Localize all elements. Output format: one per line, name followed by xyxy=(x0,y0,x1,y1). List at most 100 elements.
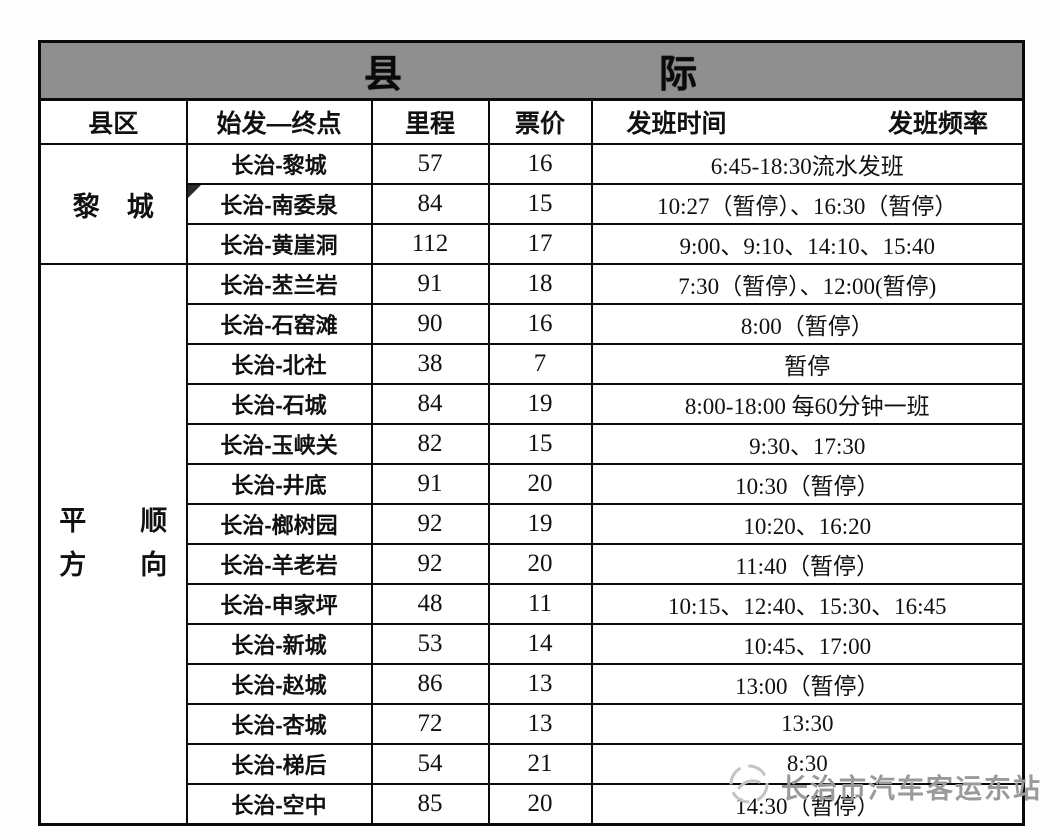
table-row: 长治-申家坪 48 11 10:15、12:40、15:30、16:45 xyxy=(40,583,1025,625)
mileage-cell: 92 xyxy=(370,503,490,545)
time-cell: 7:30（暂停）、12:00(暂停) xyxy=(590,263,1025,305)
header-mileage: 里程 xyxy=(370,98,490,145)
time-cell: 8:00（暂停） xyxy=(590,303,1025,345)
time-cell: 8:00-18:00 每60分钟一班 xyxy=(590,383,1025,425)
time-cell: 13:30 xyxy=(590,703,1025,745)
time-cell: 10:30（暂停） xyxy=(590,463,1025,505)
route-cell: 长治-赵城 xyxy=(185,663,373,705)
price-cell: 7 xyxy=(487,343,593,385)
route-cell: 长治-黄崖洞 xyxy=(185,223,373,265)
route-cell: 长治-北社 xyxy=(185,343,373,385)
title-char-left: 县 xyxy=(364,54,405,96)
table-row: 长治-石窑滩 90 16 8:00（暂停） xyxy=(40,303,1025,345)
table-row: 长治-新城 53 14 10:45、17:00 xyxy=(40,623,1025,665)
price-cell: 20 xyxy=(487,463,593,505)
price-cell: 17 xyxy=(487,223,593,265)
header-depart-time: 发班时间 xyxy=(626,110,727,138)
mileage-cell: 85 xyxy=(370,783,490,826)
mileage-cell: 48 xyxy=(370,583,490,625)
mileage-cell: 72 xyxy=(370,703,490,745)
table-row: 长治-井底 91 20 10:30（暂停） xyxy=(40,463,1025,505)
station-logo-icon xyxy=(727,762,771,811)
price-cell: 19 xyxy=(487,383,593,425)
table-row: 黎 城 长治-黎城 57 16 6:45-18:30流水发班 xyxy=(38,143,1025,265)
table-row: 长治-羊老岩 92 20 11:40（暂停） xyxy=(40,543,1025,585)
table-title-row: 县 际 xyxy=(38,40,1025,101)
time-cell: 10:45、17:00 xyxy=(590,623,1025,665)
time-cell: 11:40（暂停） xyxy=(590,543,1025,585)
table-row: 长治-赵城 86 13 13:00（暂停） xyxy=(40,663,1025,705)
header-price: 票价 xyxy=(487,98,593,145)
header-county: 县区 xyxy=(38,98,188,145)
header-time-freq: 发班时间 发班频率 xyxy=(590,98,1025,145)
route-cell: 长治-申家坪 xyxy=(185,583,373,625)
route-cell: 长治-井底 xyxy=(185,463,373,505)
table-row: 长治-榔树园 92 19 10:20、16:20 xyxy=(40,503,1025,545)
price-cell: 14 xyxy=(487,623,593,665)
time-cell: 暂停 xyxy=(590,343,1025,385)
mileage-cell: 91 xyxy=(370,263,490,305)
route-cell: 长治-黎城 xyxy=(185,143,373,185)
price-cell: 15 xyxy=(487,183,593,225)
price-cell: 18 xyxy=(487,263,593,305)
mileage-cell: 86 xyxy=(370,663,490,705)
time-cell: 9:00、9:10、14:10、15:40 xyxy=(590,223,1025,265)
mileage-cell: 57 xyxy=(370,143,490,185)
price-cell: 21 xyxy=(487,743,593,785)
table-row: 长治-石城 84 19 8:00-18:00 每60分钟一班 xyxy=(40,383,1025,425)
route-cell: 长治-榔树园 xyxy=(185,503,373,545)
price-cell: 19 xyxy=(487,503,593,545)
header-route: 始发—终点 xyxy=(185,98,373,145)
mileage-cell: 90 xyxy=(370,303,490,345)
route-cell: 长治-南委泉 xyxy=(185,183,373,225)
price-cell: 13 xyxy=(487,703,593,745)
mileage-cell: 54 xyxy=(370,743,490,785)
time-cell: 10:15、12:40、15:30、16:45 xyxy=(590,583,1025,625)
group-pingshun-line2: 方 向 xyxy=(59,550,168,580)
table-title-cell: 县 际 xyxy=(38,40,1025,101)
mileage-cell: 84 xyxy=(370,183,490,225)
price-cell: 15 xyxy=(487,423,593,465)
route-cell: 长治-杏城 xyxy=(185,703,373,745)
route-cell: 长治-石城 xyxy=(185,383,373,425)
table-header-row: 县区 始发—终点 里程 票价 发班时间 发班频率 xyxy=(38,98,1025,145)
group-cell-pingshun: 平 顺 方 向 xyxy=(38,263,188,826)
price-cell: 11 xyxy=(487,583,593,625)
table-row: 长治-黄崖洞 112 17 9:00、9:10、14:10、15:40 xyxy=(40,223,1025,265)
time-cell: 8:30 xyxy=(590,743,1025,785)
time-cell: 10:27（暂停）、16:30（暂停） xyxy=(590,183,1025,225)
time-cell: 9:30、17:30 xyxy=(590,423,1025,465)
table-row: 长治-梯后 54 21 8:30 xyxy=(40,743,1025,785)
route-label: 长治-南委泉 xyxy=(220,193,338,218)
price-cell: 20 xyxy=(487,543,593,585)
mileage-cell: 92 xyxy=(370,543,490,585)
group-cell-licheng: 黎 城 xyxy=(38,143,188,265)
time-cell: 6:45-18:30流水发班 xyxy=(590,143,1025,185)
table-row: 长治-北社 38 7 暂停 xyxy=(40,343,1025,385)
mileage-cell: 53 xyxy=(370,623,490,665)
table-row: 长治-空中 85 20 14:30（暂停） xyxy=(40,783,1025,826)
table-title: 县 际 xyxy=(42,44,1022,97)
table-row: 长治-南委泉 84 15 10:27（暂停）、16:30（暂停） xyxy=(40,183,1025,225)
price-cell: 13 xyxy=(487,663,593,705)
time-cell: 13:00（暂停） xyxy=(590,663,1025,705)
route-cell: 长治-羊老岩 xyxy=(185,543,373,585)
price-cell: 20 xyxy=(487,783,593,826)
route-cell: 长治-苤兰岩 xyxy=(185,263,373,305)
route-cell: 长治-梯后 xyxy=(185,743,373,785)
station-watermark-text: 长治市汽车客运东站 xyxy=(781,774,1042,804)
mileage-cell: 91 xyxy=(370,463,490,505)
group-pingshun-line1: 平 顺 xyxy=(59,506,168,537)
route-cell: 长治-空中 xyxy=(185,783,373,826)
mileage-cell: 84 xyxy=(370,383,490,425)
price-cell: 16 xyxy=(487,143,593,185)
price-cell: 16 xyxy=(487,303,593,345)
time-cell: 10:20、16:20 xyxy=(590,503,1025,545)
route-cell: 长治-新城 xyxy=(185,623,373,665)
table-row: 平 顺 方 向 长治-苤兰岩 91 18 7:30（暂停）、12:00(暂停) xyxy=(38,263,1025,826)
table-row: 长治-杏城 72 13 13:30 xyxy=(40,703,1025,745)
route-cell: 长治-玉峡关 xyxy=(185,423,373,465)
table-row: 长治-玉峡关 82 15 9:30、17:30 xyxy=(40,423,1025,465)
mileage-cell: 82 xyxy=(370,423,490,465)
mileage-cell: 112 xyxy=(370,223,490,265)
